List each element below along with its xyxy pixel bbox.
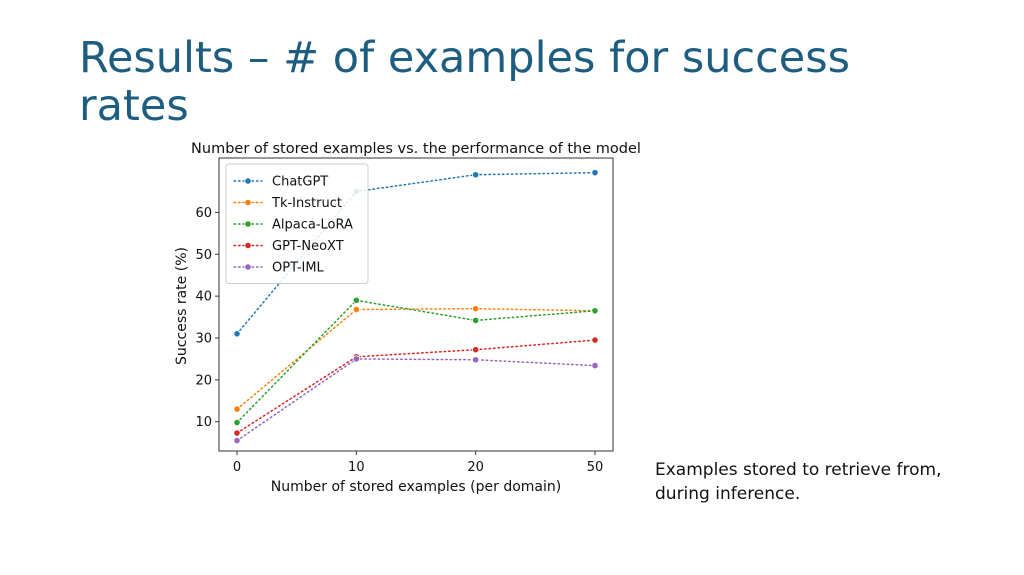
legend-item: ChatGPT [233,175,328,190]
legend-box [225,163,369,284]
series-line [236,307,596,410]
data-point [472,346,480,354]
data-point [591,169,599,177]
legend-label: ChatGPT [272,175,328,190]
series-gpt-neoxt [233,336,599,437]
series-layer [233,169,599,445]
chart-title: Number of stored examples vs. the perfor… [191,141,641,157]
legend-marker [244,177,252,185]
legend-marker [244,220,252,228]
x-tick-label: 20 [467,460,484,475]
series-line [236,339,596,434]
y-tick-label: 40 [195,290,212,305]
legend-marker [244,263,252,271]
plot-frame [218,157,614,452]
data-point [591,336,599,344]
y-axis: 10 20 30 40 50 60 [195,206,219,430]
series-line [236,171,596,335]
data-point [472,356,480,364]
data-point [591,362,599,370]
side-note: Examples stored to retrieve from, during… [655,460,942,504]
legend-item: OPT-IML [233,261,325,276]
legend-label: Alpaca-LoRA [272,218,353,233]
data-point [233,418,241,427]
y-tick-label: 50 [195,248,212,263]
legend-item: GPT-NeoXT [233,239,344,254]
data-point [233,429,241,437]
data-point [233,436,241,445]
data-point [233,330,241,338]
x-tick-label: 0 [233,460,241,475]
data-point [233,405,241,413]
x-axis: 0 10 20 50 [233,451,603,475]
legend: ChatGPT Tk-Instruct Alpaca-LoRA GPT-NeoXT OP… [225,163,369,284]
x-tick-label: 10 [348,460,365,475]
y-tick-label: 20 [195,373,212,388]
data-point [352,296,360,304]
data-point [472,171,480,179]
legend-label: Tk-Instruct [271,196,342,211]
series-line [236,358,596,442]
data-point [472,305,480,313]
data-point [591,307,599,315]
legend-label: OPT-IML [272,261,325,276]
legend-label: GPT-NeoXT [272,239,344,254]
y-tick-label: 10 [195,415,212,430]
data-point [352,355,360,363]
legend-item: Alpaca-LoRA [233,218,353,233]
x-axis-label: Number of stored examples (per domain) [271,479,561,495]
legend-marker [244,198,252,207]
data-point [472,316,480,325]
series-opt-iml [233,355,599,445]
legend-item: Tk-Instruct [233,196,342,211]
slide-title: Results – # of examples for success rate… [79,33,851,131]
legend-marker [244,241,252,250]
x-tick-label: 50 [587,460,604,475]
y-tick-label: 60 [195,206,212,221]
y-axis-label: Success rate (%) [174,247,190,365]
data-point [352,305,360,314]
y-tick-label: 30 [195,331,212,346]
series-alpaca-lora [233,296,599,427]
series-line [236,299,596,424]
chart: Number of stored examples vs. the perfor… [174,141,641,495]
